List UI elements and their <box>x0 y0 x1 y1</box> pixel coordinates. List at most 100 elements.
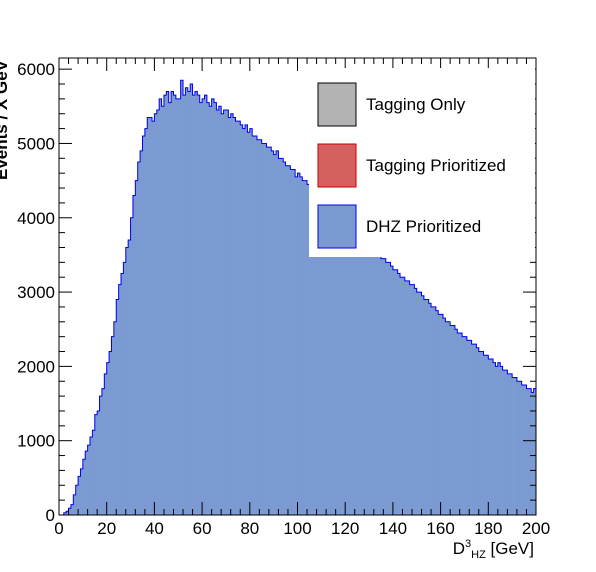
histogram-bin <box>524 384 527 515</box>
histogram-bin <box>278 158 282 515</box>
histogram-bin <box>454 329 458 515</box>
histogram-bin <box>204 95 208 515</box>
histogram-bin <box>66 511 69 515</box>
histogram-bin <box>497 362 501 515</box>
histogram-bin <box>330 206 334 515</box>
histogram-bin <box>354 228 358 515</box>
histogram-bin <box>392 269 396 515</box>
x-axis-title: D3HZ [GeV] <box>453 538 534 561</box>
histogram-bin <box>235 121 239 516</box>
x-tick-label: 180 <box>474 519 502 538</box>
histogram-bin <box>469 340 472 515</box>
legend-swatch <box>317 82 357 127</box>
histogram-bin <box>202 98 205 515</box>
histogram-bin <box>166 91 170 515</box>
histogram-bin <box>271 150 274 516</box>
histogram-bin <box>521 384 525 515</box>
histogram-bin <box>495 366 499 515</box>
histogram-bin <box>211 98 215 515</box>
histogram-bin <box>485 355 489 515</box>
histogram-bin <box>316 191 320 515</box>
histogram-bin <box>431 306 434 515</box>
legend-swatch <box>317 204 357 249</box>
histogram-bin <box>175 98 179 515</box>
histogram-bin <box>228 117 232 516</box>
histogram-bin <box>509 373 513 515</box>
histogram-bin <box>440 314 444 515</box>
histogram-bin <box>125 247 129 516</box>
y-axis: 0 1000 2000 3000 4000 5000 6000 <box>17 60 536 525</box>
x-tick-label: 40 <box>145 519 164 538</box>
histogram-bin <box>359 236 363 515</box>
histogram-bin <box>483 355 487 515</box>
histogram-bin <box>380 258 384 515</box>
histogram-bin <box>299 176 303 516</box>
histogram-bin <box>478 351 482 515</box>
histogram-bin <box>364 240 367 515</box>
histogram-bin <box>233 117 236 516</box>
y-tick-label: 5000 <box>17 134 55 153</box>
histogram-bin <box>471 344 475 515</box>
histogram-bin <box>144 128 148 515</box>
histogram-bin <box>173 95 177 515</box>
histogram-bin <box>295 176 298 516</box>
x-axis-title-main: D <box>453 539 465 558</box>
histogram-bin <box>445 321 449 515</box>
histogram-bin <box>285 165 289 515</box>
x-tick-label: 60 <box>193 519 212 538</box>
histogram-bin <box>493 362 496 515</box>
y-tick-label: 2000 <box>17 357 55 376</box>
histogram-bin <box>194 91 198 515</box>
histogram-bin <box>197 95 201 515</box>
histogram-bin <box>254 136 258 515</box>
legend-label: Tagging Only <box>366 95 466 114</box>
histogram-bin <box>87 445 91 515</box>
x-tick-label: 140 <box>379 519 407 538</box>
histogram-bin <box>311 191 315 515</box>
histogram-bin <box>452 325 456 515</box>
histogram-bin <box>111 336 115 515</box>
histogram-bin <box>476 347 480 515</box>
histogram-bin <box>438 314 441 515</box>
histogram-bin <box>371 247 375 516</box>
histogram-bin <box>101 388 105 515</box>
histogram-bin <box>214 102 217 516</box>
y-tick-label: 6000 <box>17 60 55 79</box>
histogram-bin <box>109 351 112 515</box>
histogram-bin <box>435 310 439 515</box>
histogram-bin <box>466 340 470 515</box>
histogram-bin <box>292 169 296 515</box>
histogram-bin <box>78 476 81 515</box>
histogram-bin <box>409 284 413 515</box>
histogram-bin <box>68 508 72 515</box>
histogram-bin <box>369 247 372 516</box>
legend-label: DHZ Prioritized <box>366 217 481 236</box>
histogram-bin <box>500 366 503 515</box>
histogram-bin <box>490 358 494 515</box>
histogram-bin <box>450 325 453 515</box>
histogram-bin <box>168 102 172 516</box>
y-tick-label: 1000 <box>17 432 55 451</box>
histogram-bin <box>323 199 327 515</box>
histogram-bin <box>140 150 143 516</box>
histogram-bin <box>128 240 131 515</box>
histogram-bin <box>416 292 420 515</box>
histogram-bin <box>347 225 351 515</box>
histogram-bin <box>261 143 265 515</box>
histogram-bin <box>180 80 184 515</box>
histogram-bin <box>266 147 270 516</box>
histogram-bin <box>70 504 74 515</box>
x-tick-label: 20 <box>97 519 116 538</box>
histogram-bin <box>464 336 468 515</box>
histogram-bin <box>290 169 294 515</box>
histogram-bin <box>273 154 277 515</box>
histogram-bin <box>230 113 234 516</box>
histogram-bin <box>388 262 391 515</box>
histogram-bin <box>116 299 119 515</box>
histogram-bin <box>121 273 124 515</box>
histogram-bin <box>118 284 122 515</box>
histogram-bin <box>85 451 88 515</box>
histogram-bin <box>519 381 522 515</box>
histogram-bin <box>104 373 107 515</box>
histogram-bin <box>268 147 272 516</box>
